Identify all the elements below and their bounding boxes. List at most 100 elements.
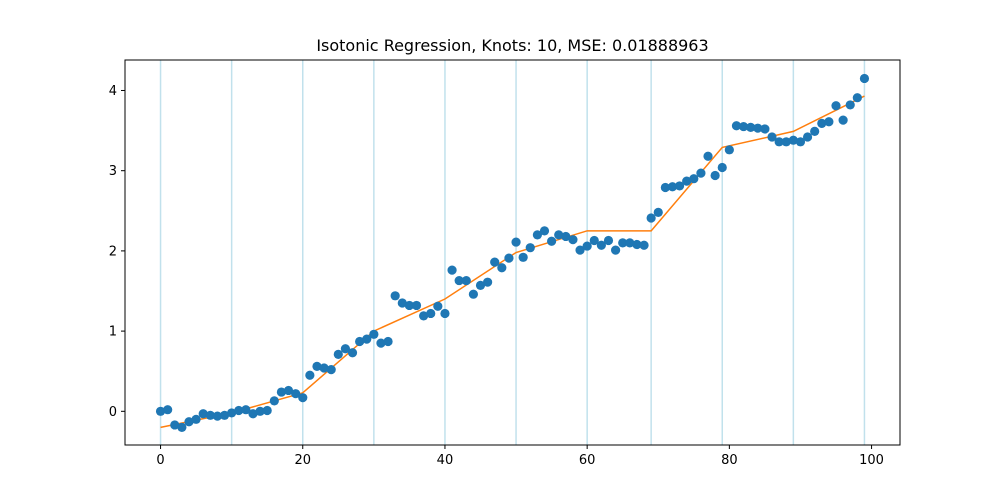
data-point bbox=[724, 145, 734, 155]
data-point bbox=[831, 101, 841, 111]
data-points bbox=[155, 73, 870, 432]
data-point bbox=[177, 422, 187, 432]
data-point bbox=[525, 243, 535, 253]
data-point bbox=[660, 182, 670, 193]
data-point bbox=[753, 123, 763, 133]
data-point bbox=[603, 235, 614, 246]
data-point bbox=[376, 338, 386, 348]
data-point bbox=[618, 238, 628, 248]
data-point bbox=[461, 275, 471, 286]
data-point bbox=[475, 280, 486, 290]
data-point bbox=[696, 168, 706, 178]
data-point bbox=[788, 135, 798, 145]
data-point bbox=[667, 182, 678, 192]
x-tick-label: 40 bbox=[437, 453, 454, 468]
data-point bbox=[255, 406, 265, 416]
fitted-line-layer bbox=[160, 95, 865, 429]
data-point bbox=[170, 420, 180, 430]
y-tick-label: 4 bbox=[109, 84, 117, 99]
data-point bbox=[184, 417, 194, 427]
data-point bbox=[404, 300, 415, 311]
data-point bbox=[774, 137, 784, 147]
data-point bbox=[419, 311, 429, 321]
data-point bbox=[312, 361, 322, 371]
data-point bbox=[653, 207, 663, 217]
data-point bbox=[781, 137, 791, 147]
data-point bbox=[717, 162, 727, 173]
data-point bbox=[369, 329, 379, 339]
isotonic-fit-line bbox=[160, 95, 865, 429]
data-point bbox=[163, 405, 173, 415]
data-point bbox=[710, 170, 720, 181]
data-point bbox=[674, 181, 685, 191]
data-point bbox=[632, 239, 642, 250]
data-point bbox=[703, 151, 713, 161]
data-point bbox=[383, 336, 393, 347]
data-point bbox=[582, 241, 592, 251]
data-point bbox=[340, 344, 351, 354]
y-tick-label: 1 bbox=[109, 325, 117, 340]
data-point bbox=[241, 405, 251, 415]
data-point bbox=[689, 174, 699, 184]
data-point bbox=[319, 363, 329, 373]
y-axis-ticks: 0 1 2 3 4 bbox=[109, 84, 125, 420]
data-point bbox=[454, 275, 464, 286]
x-tick-label: 60 bbox=[579, 453, 596, 468]
data-point bbox=[760, 124, 770, 134]
data-point bbox=[447, 265, 457, 275]
data-point bbox=[639, 240, 649, 250]
data-point bbox=[205, 410, 215, 420]
data-point bbox=[440, 308, 450, 319]
data-point bbox=[795, 137, 806, 147]
data-point bbox=[397, 298, 407, 308]
data-point bbox=[490, 257, 500, 267]
x-tick-label: 100 bbox=[859, 453, 884, 468]
data-point bbox=[746, 122, 756, 132]
y-tick-label: 2 bbox=[109, 244, 117, 259]
data-point bbox=[433, 301, 443, 311]
data-point bbox=[269, 396, 279, 406]
data-point bbox=[234, 405, 244, 416]
data-point bbox=[532, 230, 542, 240]
data-point bbox=[347, 348, 358, 358]
data-point bbox=[731, 121, 742, 131]
knot-lines bbox=[159, 60, 866, 445]
y-tick-label: 0 bbox=[109, 405, 117, 420]
x-axis-ticks: 0 20 40 60 80 100 bbox=[156, 445, 884, 468]
data-point bbox=[561, 231, 571, 242]
data-point bbox=[625, 238, 635, 248]
data-point bbox=[155, 406, 166, 416]
data-point bbox=[212, 411, 223, 421]
data-point bbox=[824, 117, 834, 127]
data-point bbox=[838, 115, 848, 125]
y-tick-label: 3 bbox=[109, 164, 117, 179]
data-point bbox=[596, 240, 606, 250]
data-point bbox=[326, 365, 336, 375]
data-point bbox=[682, 176, 692, 186]
plot-frame bbox=[124, 59, 901, 446]
data-point bbox=[845, 100, 855, 110]
data-point bbox=[362, 334, 372, 344]
data-point bbox=[333, 349, 343, 359]
data-point bbox=[504, 253, 514, 263]
data-point bbox=[483, 277, 493, 287]
data-point bbox=[390, 291, 400, 301]
data-point bbox=[554, 230, 564, 240]
data-point bbox=[248, 409, 258, 419]
data-point bbox=[298, 393, 308, 403]
data-point bbox=[810, 126, 820, 136]
x-tick-label: 80 bbox=[721, 453, 738, 468]
x-tick-label: 20 bbox=[294, 453, 311, 468]
data-point bbox=[497, 263, 507, 273]
data-point bbox=[518, 252, 528, 262]
data-point bbox=[219, 410, 230, 420]
chart-title: Isotonic Regression, Knots: 10, MSE: 0.0… bbox=[316, 36, 708, 55]
data-point bbox=[859, 73, 870, 84]
data-point bbox=[575, 245, 585, 255]
data-point bbox=[291, 389, 301, 399]
data-point bbox=[852, 93, 862, 103]
data-point bbox=[511, 237, 521, 247]
data-point bbox=[610, 245, 621, 255]
data-point bbox=[817, 118, 827, 128]
